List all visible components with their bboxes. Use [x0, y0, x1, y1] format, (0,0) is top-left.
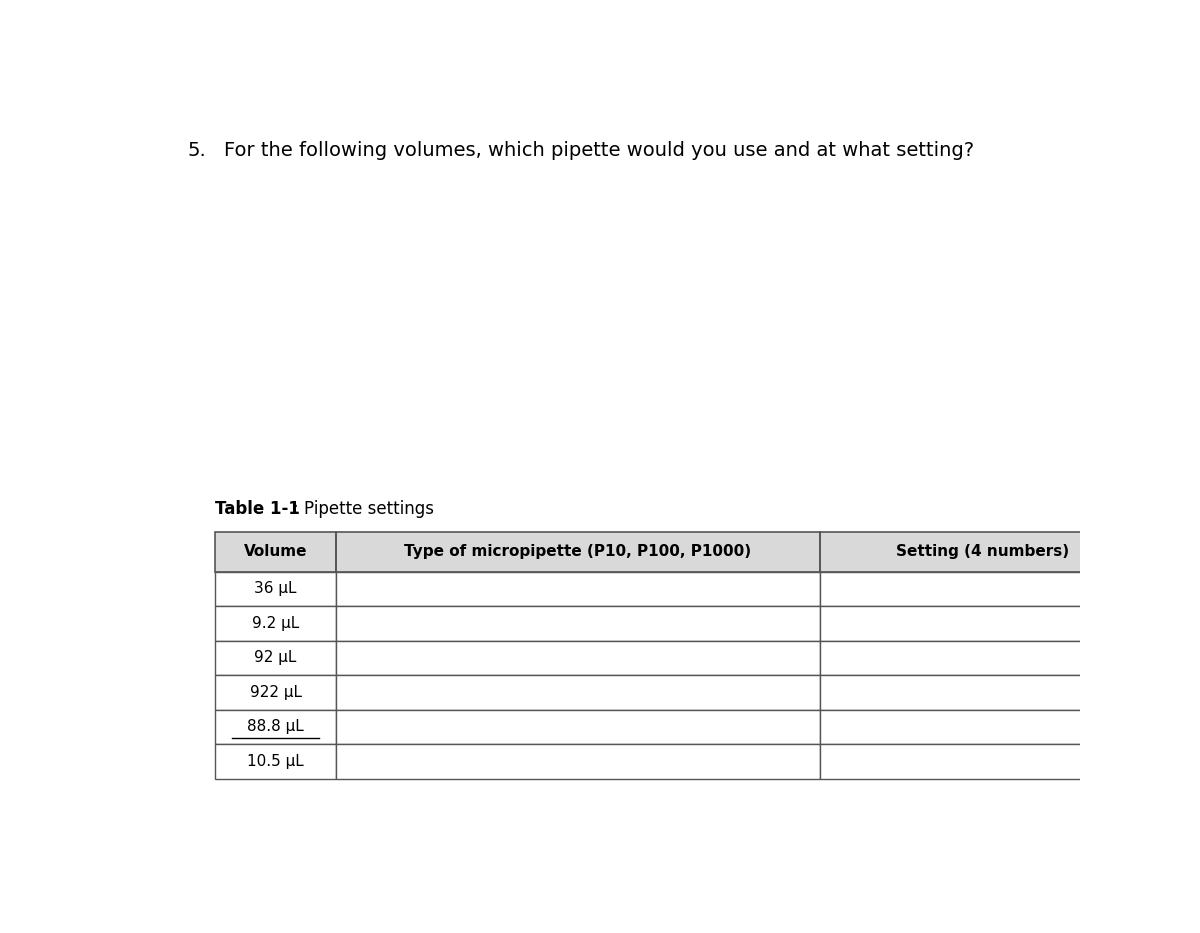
- Bar: [820, 641, 1145, 675]
- Bar: [336, 532, 820, 572]
- Bar: [215, 675, 336, 710]
- Bar: [820, 745, 1145, 779]
- Text: 36 μL: 36 μL: [254, 581, 296, 596]
- Bar: [215, 606, 336, 641]
- Bar: [336, 641, 820, 675]
- Text: 10.5 μL: 10.5 μL: [247, 754, 304, 769]
- Text: Setting (4 numbers): Setting (4 numbers): [895, 545, 1069, 560]
- Text: 5.: 5.: [187, 141, 206, 160]
- Text: 92 μL: 92 μL: [254, 650, 296, 665]
- Text: 88.8 μL: 88.8 μL: [247, 719, 304, 734]
- Bar: [820, 710, 1145, 745]
- Text: Table 1-1: Table 1-1: [215, 500, 300, 518]
- Text: Type of micropipette (P10, P100, P1000): Type of micropipette (P10, P100, P1000): [404, 545, 751, 560]
- Text: 9.2 μL: 9.2 μL: [252, 616, 299, 631]
- Bar: [336, 572, 820, 606]
- Bar: [215, 532, 336, 572]
- Bar: [215, 572, 336, 606]
- Bar: [336, 606, 820, 641]
- Text: For the following volumes, which pipette would you use and at what setting?: For the following volumes, which pipette…: [224, 141, 974, 160]
- Bar: [215, 745, 336, 779]
- Bar: [820, 606, 1145, 641]
- Bar: [215, 641, 336, 675]
- Bar: [215, 532, 1145, 572]
- Text: 922 μL: 922 μL: [250, 685, 301, 700]
- Bar: [820, 675, 1145, 710]
- Bar: [215, 710, 336, 745]
- Bar: [336, 675, 820, 710]
- Bar: [336, 710, 820, 745]
- Bar: [336, 745, 820, 779]
- Text: : Pipette settings: : Pipette settings: [293, 500, 434, 518]
- Bar: [820, 532, 1145, 572]
- Bar: [820, 572, 1145, 606]
- Text: Volume: Volume: [244, 545, 307, 560]
